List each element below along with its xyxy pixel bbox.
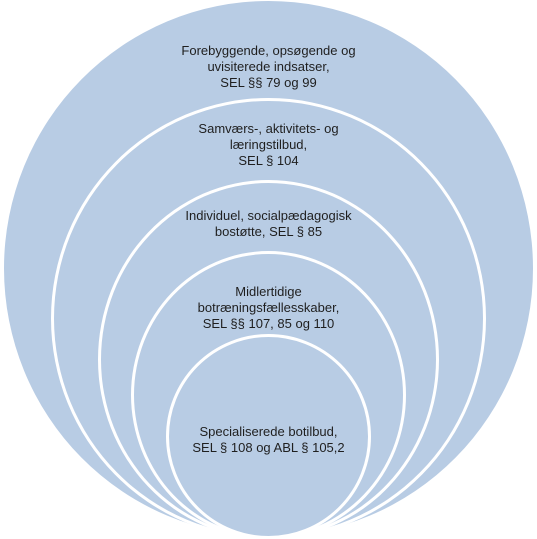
label-level-2-line-3: SEL § 104 bbox=[238, 153, 299, 168]
label-level-1-line-1: Forebyggende, opsøgende og bbox=[181, 43, 356, 58]
label-level-2-line-2: læringstilbud, bbox=[229, 137, 308, 152]
label-level-5-line-2: SEL § 108 og ABL § 105,2 bbox=[192, 440, 345, 455]
label-level-4-line-1: Midlertidige bbox=[235, 284, 302, 299]
label-level-3-line-1: Individuel, socialpædagogisk bbox=[185, 208, 352, 223]
label-level-4-line-3: SEL §§ 107, 85 og 110 bbox=[202, 316, 335, 331]
circle-level-5 bbox=[166, 334, 371, 539]
label-level-1: Forebyggende, opsøgende og uvisiterede i… bbox=[0, 43, 537, 91]
label-level-2: Samværs-, aktivitets- og læringstilbud, … bbox=[0, 121, 537, 169]
label-level-1-line-3: SEL §§ 79 og 99 bbox=[220, 75, 317, 90]
label-level-3-line-2: bostøtte, SEL § 85 bbox=[214, 224, 323, 239]
label-level-5: Specialiserede botilbud, SEL § 108 og AB… bbox=[0, 424, 537, 456]
label-level-4-line-2: botræningsfællesskaber, bbox=[197, 300, 340, 315]
label-level-3: Individuel, socialpædagogisk bostøtte, S… bbox=[0, 208, 537, 240]
label-level-2-line-1: Samværs-, aktivitets- og bbox=[198, 121, 339, 136]
label-level-1-line-2: uvisiterede indsatser, bbox=[207, 59, 330, 74]
label-level-4: Midlertidige botræningsfællesskaber, SEL… bbox=[0, 284, 537, 332]
label-level-5-line-1: Specialiserede botilbud, bbox=[199, 424, 338, 439]
